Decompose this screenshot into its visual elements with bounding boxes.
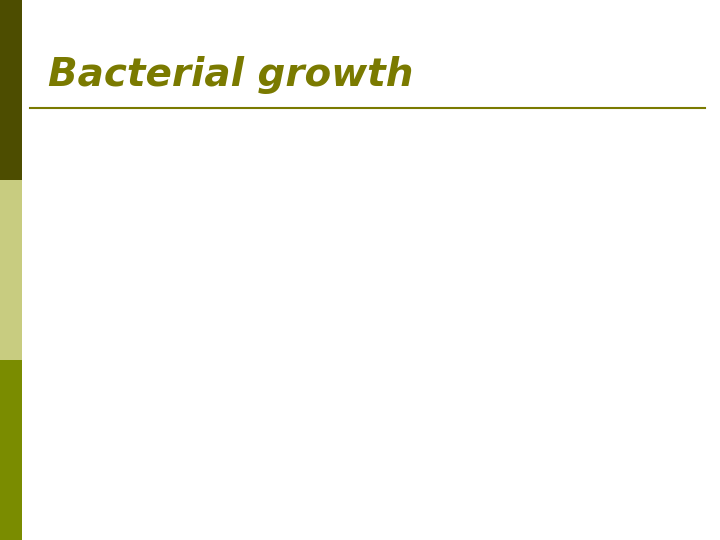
Text: Bacterial growth: Bacterial growth bbox=[48, 56, 413, 94]
Bar bbox=[0, 180, 22, 360]
Bar bbox=[0, 0, 22, 180]
Bar bbox=[0, 360, 22, 540]
